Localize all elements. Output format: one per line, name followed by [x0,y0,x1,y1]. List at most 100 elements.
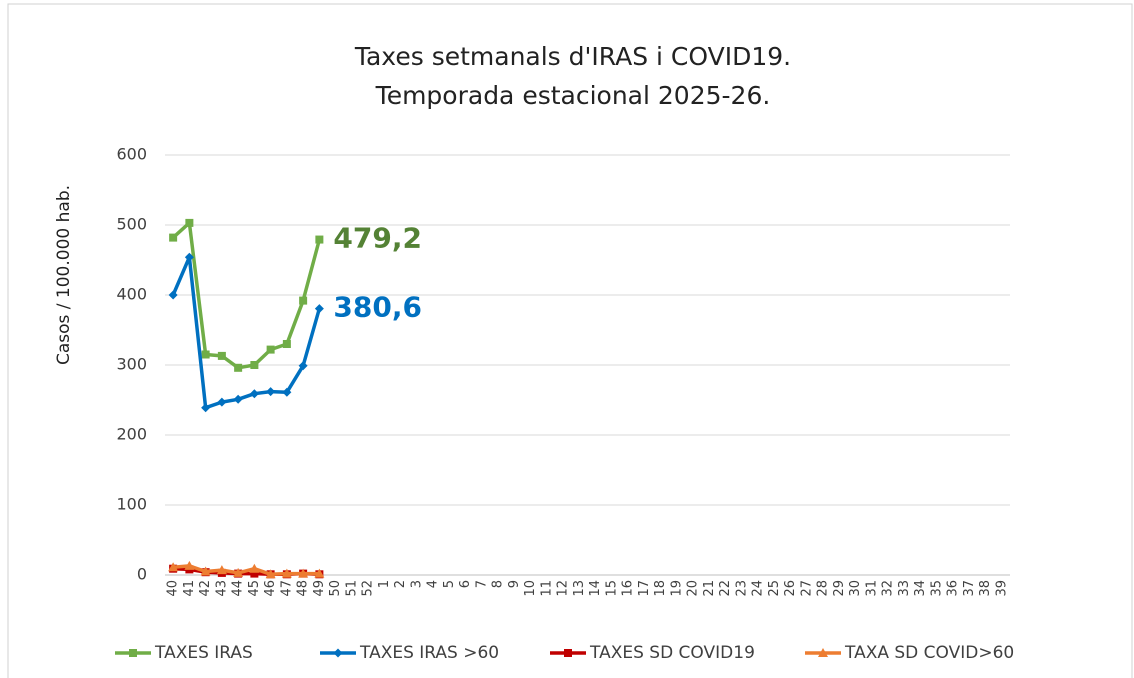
y-tick-label: 0 [137,565,147,584]
x-tick-label: 31 [864,580,879,597]
x-tick-label: 18 [653,580,668,597]
x-tick-label: 26 [783,580,798,597]
x-tick-label: 33 [897,580,912,597]
y-tick-label: 100 [116,495,147,514]
x-tick-label: 34 [913,580,928,597]
chart-subtitle: Temporada estacional 2025-26. [375,81,771,110]
series-line [171,255,322,410]
x-tick-label: 41 [182,580,197,597]
legend-marker [129,649,137,657]
value-label: 380,6 [333,291,422,324]
series-line [171,221,322,370]
x-tick-label: 50 [328,580,343,597]
x-tick-label: 42 [198,580,213,597]
x-tick-label: 1 [377,580,392,588]
x-tick-label: 30 [848,580,863,597]
x-tick-label: 7 [474,580,489,588]
data-point [234,363,243,372]
data-point [216,565,227,575]
x-tick-label: 17 [637,580,652,597]
x-tick-label: 35 [929,580,944,597]
data-point [185,218,194,227]
data-point [282,340,291,348]
data-point [250,361,259,369]
data-point [265,569,276,579]
x-tick-label: 40 [166,580,181,597]
x-tick-label: 46 [263,580,278,597]
data-point [281,568,292,578]
x-tick-label: 39 [994,580,1009,597]
y-tick-label: 500 [116,215,147,234]
data-point [168,290,178,300]
data-point [315,235,324,244]
y-tick-label: 400 [116,285,147,304]
x-tick-label: 6 [458,580,473,588]
legend-marker [333,648,343,658]
x-tick-label: 27 [799,580,814,597]
data-point [233,394,243,404]
legend-label: TAXA SD COVID>60 [844,643,1014,663]
x-tick-label: 13 [572,580,587,597]
x-tick-label: 24 [751,580,766,597]
data-point [282,387,292,397]
x-tick-label: 21 [702,580,717,597]
x-tick-label: 2 [393,580,408,588]
legend-marker [818,648,828,657]
legend-label: TAXES IRAS [154,643,253,663]
legend-label: TAXES SD COVID19 [589,643,755,663]
legend-label: TAXES IRAS >60 [359,643,499,663]
x-tick-label: 48 [296,580,311,597]
x-tick-label: 22 [718,580,733,597]
x-tick-label: 5 [442,580,457,588]
data-point [217,397,227,407]
x-tick-label: 29 [832,580,847,597]
data-point [168,562,179,572]
legend-marker [564,649,572,657]
x-tick-label: 11 [539,580,554,597]
x-tick-label: 44 [231,580,246,597]
data-point [298,568,309,578]
x-tick-label: 52 [361,580,376,597]
x-tick-label: 9 [507,580,522,588]
data-point [184,252,194,262]
x-tick-label: 32 [881,580,896,597]
x-tick-label: 4 [426,580,441,588]
data-point [217,351,226,360]
chart-title: Taxes setmanals d'IRAS i COVID19. [354,42,791,71]
x-tick-label: 20 [686,580,701,597]
x-tick-label: 12 [556,580,571,597]
data-point [200,566,211,576]
data-point [201,350,210,359]
data-point [249,563,260,573]
data-point [250,569,259,578]
data-point [233,567,244,577]
y-tick-label: 300 [116,355,147,374]
data-point [314,304,324,314]
x-tick-label: 45 [247,580,262,597]
data-point [266,345,275,354]
data-point [314,568,325,578]
value-label: 479,2 [333,222,422,255]
data-point [299,296,308,305]
x-tick-label: 43 [214,580,229,597]
chart-border [7,3,1133,678]
data-point [201,403,211,413]
data-point [266,387,276,397]
y-axis-label: Casos / 100.000 hab. [54,185,74,365]
x-tick-label: 15 [604,580,619,597]
data-point [169,233,178,242]
x-tick-label: 49 [312,580,327,597]
x-tick-label: 47 [279,580,294,597]
x-tick-label: 37 [962,580,977,597]
x-tick-label: 8 [491,580,506,588]
y-tick-label: 600 [116,145,147,164]
x-tick-label: 51 [344,580,359,597]
x-tick-label: 14 [588,580,603,597]
x-tick-label: 19 [669,580,684,597]
data-point [184,560,195,570]
x-tick-label: 16 [621,580,636,597]
data-point [298,361,308,371]
y-tick-label: 200 [116,425,147,444]
x-tick-label: 36 [946,580,961,597]
